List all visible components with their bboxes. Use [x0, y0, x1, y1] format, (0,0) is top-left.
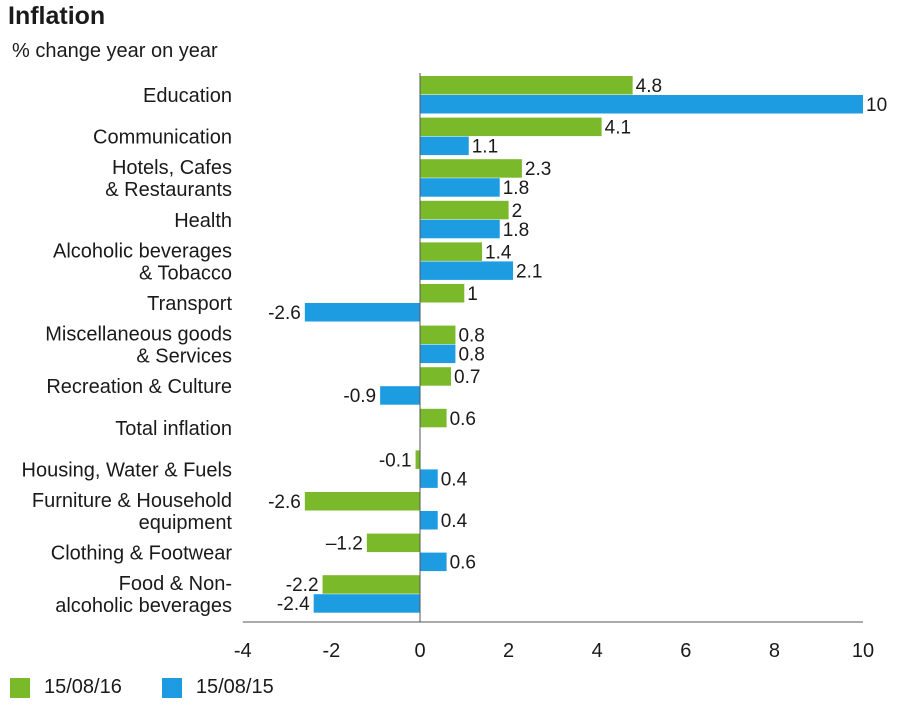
legend-label-series-2: 15/08/15: [195, 676, 274, 698]
data-label: 0.6: [450, 409, 476, 430]
category-label: Hotels, Cafes: [112, 157, 232, 179]
category-label: equipment: [139, 512, 233, 534]
bar-series-2: [313, 594, 420, 613]
data-label: 2.3: [525, 159, 551, 180]
bar-series-1: [420, 325, 456, 345]
data-label: 0.6: [450, 553, 476, 574]
bar-series-1: [420, 76, 633, 95]
category-label: Miscellaneous goods: [45, 324, 232, 346]
data-label: 1.4: [485, 242, 512, 263]
data-label: 1.1: [472, 137, 498, 158]
x-tick-label: 0: [414, 640, 425, 662]
bar-series-1: [415, 450, 420, 469]
data-label: 0.4: [441, 469, 468, 490]
bar-series-1: [366, 533, 420, 553]
category-label: Transport: [147, 293, 232, 315]
x-tick-label: 2: [503, 640, 514, 662]
category-label: alcoholic beverages: [55, 595, 232, 617]
bar-series-2: [420, 552, 447, 572]
data-label: -2.6: [268, 303, 301, 324]
data-label: 0.7: [454, 367, 480, 388]
bar-series-1: [420, 284, 465, 303]
bar-series-2: [420, 344, 456, 364]
x-tick-label: 8: [769, 640, 780, 662]
data-label: -2.4: [277, 594, 310, 615]
bar-series-1: [304, 492, 420, 511]
category-label: Communication: [93, 127, 232, 149]
bar-series-2: [420, 511, 438, 530]
x-tick-label: 6: [680, 640, 691, 662]
category-label: Total inflation: [115, 418, 232, 440]
category-label: Housing, Water & Fuels: [22, 459, 232, 481]
legend-label-series-1: 15/08/16: [44, 676, 122, 698]
bar-series-2: [380, 386, 420, 405]
data-label: -0.1: [379, 450, 412, 471]
bar-series-1: [420, 159, 522, 178]
category-label: & Restaurants: [105, 179, 232, 201]
legend-item-series-2: 15/08/15: [161, 676, 274, 699]
bar-series-1: [420, 408, 447, 428]
category-label: Food & Non-: [119, 573, 232, 595]
data-label: 0.4: [441, 511, 468, 532]
data-label: 10: [866, 95, 887, 116]
bar-series-2: [420, 219, 500, 239]
bar-series-2: [420, 469, 438, 488]
data-label: –1.2: [326, 534, 363, 555]
chart-title: Inflation: [8, 2, 106, 30]
bar-series-1: [420, 200, 509, 220]
bar-series-1: [420, 242, 483, 261]
x-tick-label: -2: [323, 640, 341, 662]
data-label: 1.8: [503, 220, 529, 241]
data-label: 0.8: [458, 326, 484, 347]
data-label: 2: [512, 201, 523, 222]
x-tick-label: 4: [592, 640, 603, 662]
bar-series-1: [322, 575, 420, 594]
bar-series-2: [420, 95, 863, 114]
category-label: Health: [174, 210, 232, 232]
data-label: -0.9: [343, 386, 376, 407]
data-label: 1: [467, 284, 478, 305]
data-label: 0.8: [458, 345, 484, 366]
data-label: 4.8: [636, 76, 662, 97]
data-label: 1.8: [503, 178, 529, 199]
category-label: Alcoholic beverages: [53, 240, 232, 262]
bar-series-2: [420, 178, 500, 197]
data-label: -2.6: [268, 492, 301, 513]
category-label: & Tobacco: [139, 262, 232, 284]
bar-series-1: [420, 367, 452, 386]
legend-swatch-green: [10, 677, 30, 698]
bar-series-1: [420, 117, 602, 137]
data-label: 4.1: [605, 118, 631, 139]
chart-subtitle: % change year on year: [12, 40, 218, 62]
x-tick-label: -4: [234, 640, 252, 662]
x-tick-label: 10: [852, 640, 874, 662]
bar-series-2: [420, 136, 469, 156]
data-label: -2.2: [286, 575, 319, 596]
chart-legend: 15/08/16 15/08/15: [10, 676, 314, 699]
data-label: 2.1: [516, 261, 542, 282]
category-label: Recreation & Culture: [46, 376, 232, 398]
legend-item-series-1: 15/08/16: [10, 676, 122, 699]
category-label: & Services: [136, 346, 232, 368]
bar-series-2: [420, 261, 514, 280]
category-label: Furniture & Household: [32, 490, 232, 512]
bar-series-2: [304, 303, 420, 322]
category-label: Education: [143, 85, 232, 107]
category-label: Clothing & Footwear: [51, 543, 233, 565]
legend-swatch-blue: [161, 677, 182, 698]
